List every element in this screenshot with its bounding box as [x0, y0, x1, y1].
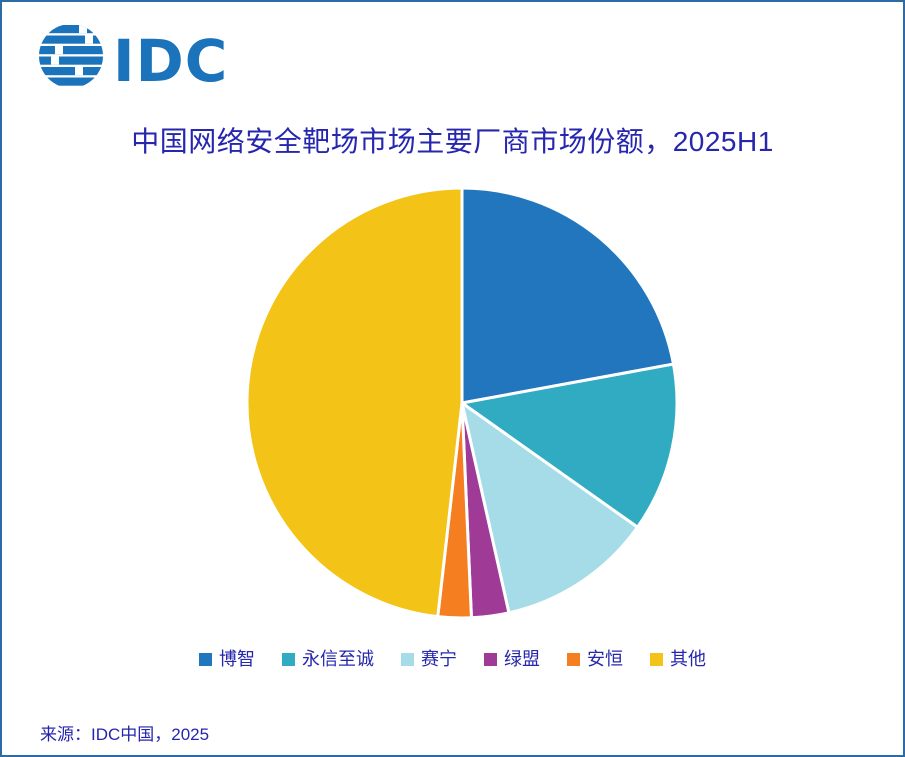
pie-slice-赛宁: [460, 401, 640, 615]
legend-item-博智: 博智: [199, 650, 255, 668]
legend-swatch-icon: [199, 652, 212, 666]
idc-logo: IDC: [39, 25, 228, 94]
legend-item-赛宁: 赛宁: [401, 650, 457, 668]
chart-legend: 博智 永信至诚 赛宁 绿盟 安恒 其他: [2, 650, 903, 668]
legend-label: 绿盟: [504, 649, 540, 669]
legend-label: 永信至诚: [302, 649, 374, 669]
source-note: 来源：IDC中国，2025: [40, 725, 210, 744]
idc-globe-icon: [39, 25, 103, 86]
legend-swatch-icon: [484, 652, 497, 666]
chart-title: 中国网络安全靶场市场主要厂商市场份额，2025H1: [131, 126, 774, 157]
legend-label: 其他: [670, 649, 706, 669]
legend-label: 博智: [219, 649, 255, 669]
legend-swatch-icon: [282, 652, 295, 666]
legend-item-永信至诚: 永信至诚: [282, 650, 374, 668]
pie-slice-其他: [245, 186, 464, 619]
pie-chart: [245, 186, 679, 620]
legend-swatch-icon: [567, 652, 580, 666]
legend-swatch-icon: [650, 652, 663, 666]
pie-slice-永信至诚: [460, 362, 679, 529]
legend-label: 安恒: [587, 649, 623, 669]
legend-item-安恒: 安恒: [567, 650, 623, 668]
legend-item-其他: 其他: [650, 650, 706, 668]
legend-item-绿盟: 绿盟: [484, 650, 540, 668]
idc-logo-text: IDC: [113, 27, 228, 94]
pie-slice-博智: [460, 186, 675, 405]
legend-swatch-icon: [401, 652, 414, 666]
legend-label: 赛宁: [421, 649, 457, 669]
